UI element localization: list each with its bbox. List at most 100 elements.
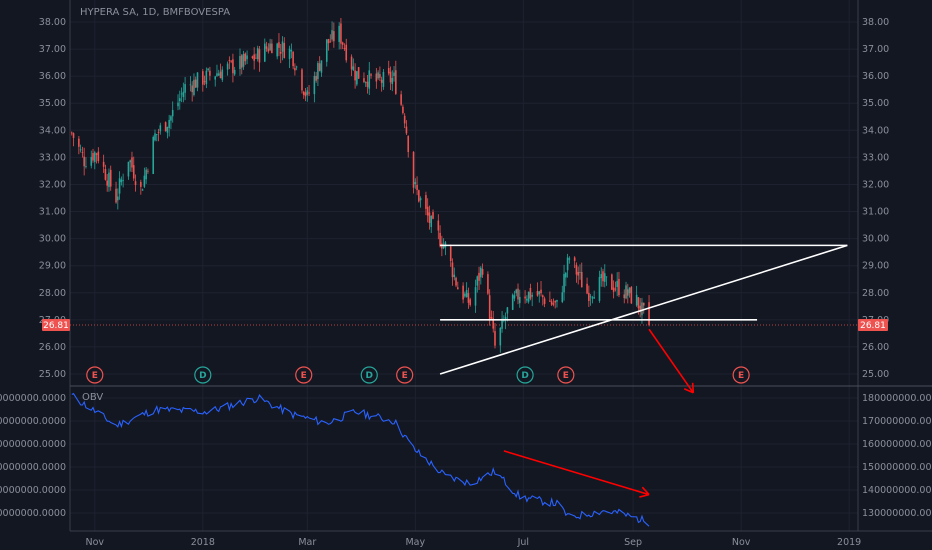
- candle[interactable]: [377, 70, 379, 80]
- candle[interactable]: [278, 33, 280, 57]
- candle[interactable]: [191, 81, 193, 102]
- candle[interactable]: [354, 63, 356, 89]
- candle[interactable]: [120, 176, 123, 186]
- candle[interactable]: [131, 151, 133, 172]
- candle[interactable]: [627, 283, 629, 304]
- candle[interactable]: [279, 43, 282, 64]
- candle[interactable]: [345, 38, 348, 63]
- candle[interactable]: [155, 133, 158, 142]
- candle[interactable]: [340, 18, 342, 50]
- event-marker-earnings[interactable]: E: [396, 366, 414, 384]
- candle[interactable]: [132, 156, 135, 181]
- candle[interactable]: [276, 42, 278, 60]
- candle[interactable]: [70, 131, 73, 136]
- candle[interactable]: [462, 282, 464, 304]
- candle[interactable]: [536, 282, 539, 297]
- candle[interactable]: [308, 85, 310, 96]
- candle[interactable]: [147, 168, 149, 174]
- obv-line[interactable]: [71, 392, 650, 527]
- candle[interactable]: [306, 87, 309, 102]
- candle[interactable]: [455, 276, 457, 288]
- candle[interactable]: [529, 283, 532, 301]
- candle[interactable]: [480, 266, 482, 285]
- price-down-arrow[interactable]: [648, 328, 695, 394]
- candle[interactable]: [154, 129, 156, 142]
- time-axis[interactable]: Nov 2018 Mar May Jul Sep Nov 2019: [86, 537, 862, 548]
- candle[interactable]: [375, 68, 378, 89]
- candle[interactable]: [611, 273, 613, 290]
- candle[interactable]: [494, 323, 496, 349]
- candle[interactable]: [552, 298, 555, 307]
- candle[interactable]: [134, 174, 137, 192]
- candle[interactable]: [625, 281, 627, 300]
- obv-annotations[interactable]: [503, 450, 650, 498]
- rising-trendline[interactable]: [439, 244, 848, 375]
- candle[interactable]: [205, 67, 208, 89]
- candle[interactable]: [217, 69, 220, 76]
- candle[interactable]: [591, 295, 594, 304]
- candle[interactable]: [127, 161, 130, 180]
- candle[interactable]: [258, 46, 261, 72]
- candle[interactable]: [418, 189, 420, 203]
- candle[interactable]: [524, 290, 526, 304]
- drawing-annotations[interactable]: [439, 244, 848, 394]
- candle[interactable]: [246, 50, 248, 65]
- candle[interactable]: [380, 76, 383, 92]
- candle[interactable]: [449, 244, 452, 267]
- candle[interactable]: [605, 276, 608, 286]
- candle[interactable]: [83, 147, 85, 176]
- candle[interactable]: [389, 66, 392, 91]
- candle[interactable]: [232, 53, 234, 83]
- candle[interactable]: [177, 94, 179, 111]
- candle[interactable]: [580, 262, 583, 288]
- obv-axis[interactable]: 180000000.0000 180000000.0000 170000000.00…: [0, 393, 932, 519]
- candle[interactable]: [549, 291, 551, 302]
- candle[interactable]: [356, 71, 358, 87]
- candle[interactable]: [612, 280, 615, 299]
- candle[interactable]: [370, 73, 372, 79]
- candle[interactable]: [600, 267, 603, 287]
- candle[interactable]: [251, 55, 254, 60]
- candle[interactable]: [517, 283, 519, 305]
- candle[interactable]: [543, 296, 546, 308]
- candle[interactable]: [193, 73, 195, 97]
- candle[interactable]: [239, 48, 241, 76]
- candle[interactable]: [140, 179, 142, 195]
- candle[interactable]: [209, 66, 211, 81]
- candle[interactable]: [271, 39, 273, 54]
- candle[interactable]: [189, 76, 192, 92]
- candle[interactable]: [168, 114, 170, 137]
- candle[interactable]: [255, 53, 257, 59]
- candle[interactable]: [108, 168, 110, 192]
- candle[interactable]: [395, 60, 397, 95]
- candle[interactable]: [379, 66, 381, 81]
- candle[interactable]: [152, 135, 155, 175]
- candle[interactable]: [233, 66, 236, 76]
- candle[interactable]: [341, 41, 344, 50]
- candle[interactable]: [464, 291, 466, 298]
- candle[interactable]: [253, 47, 255, 70]
- candle[interactable]: [171, 101, 174, 123]
- candle[interactable]: [118, 171, 121, 200]
- candle[interactable]: [366, 74, 369, 94]
- candle[interactable]: [78, 135, 80, 155]
- candle[interactable]: [453, 267, 456, 281]
- candle[interactable]: [642, 302, 645, 314]
- price-axis[interactable]: 38.00 38.00 37.00 37.00 36.00 36.00 35.00 35.00…: [39, 17, 889, 380]
- candle[interactable]: [501, 310, 503, 333]
- candle[interactable]: [504, 312, 507, 330]
- candle[interactable]: [216, 64, 218, 77]
- candle[interactable]: [295, 65, 298, 71]
- candle[interactable]: [327, 38, 330, 51]
- candle[interactable]: [207, 67, 209, 72]
- candle[interactable]: [506, 306, 509, 322]
- candle[interactable]: [526, 295, 528, 303]
- candle[interactable]: [320, 60, 323, 77]
- candle[interactable]: [104, 164, 107, 181]
- candle[interactable]: [426, 198, 429, 223]
- candle[interactable]: [425, 191, 427, 216]
- candle[interactable]: [561, 285, 564, 304]
- candle[interactable]: [467, 287, 470, 309]
- candle[interactable]: [357, 67, 360, 79]
